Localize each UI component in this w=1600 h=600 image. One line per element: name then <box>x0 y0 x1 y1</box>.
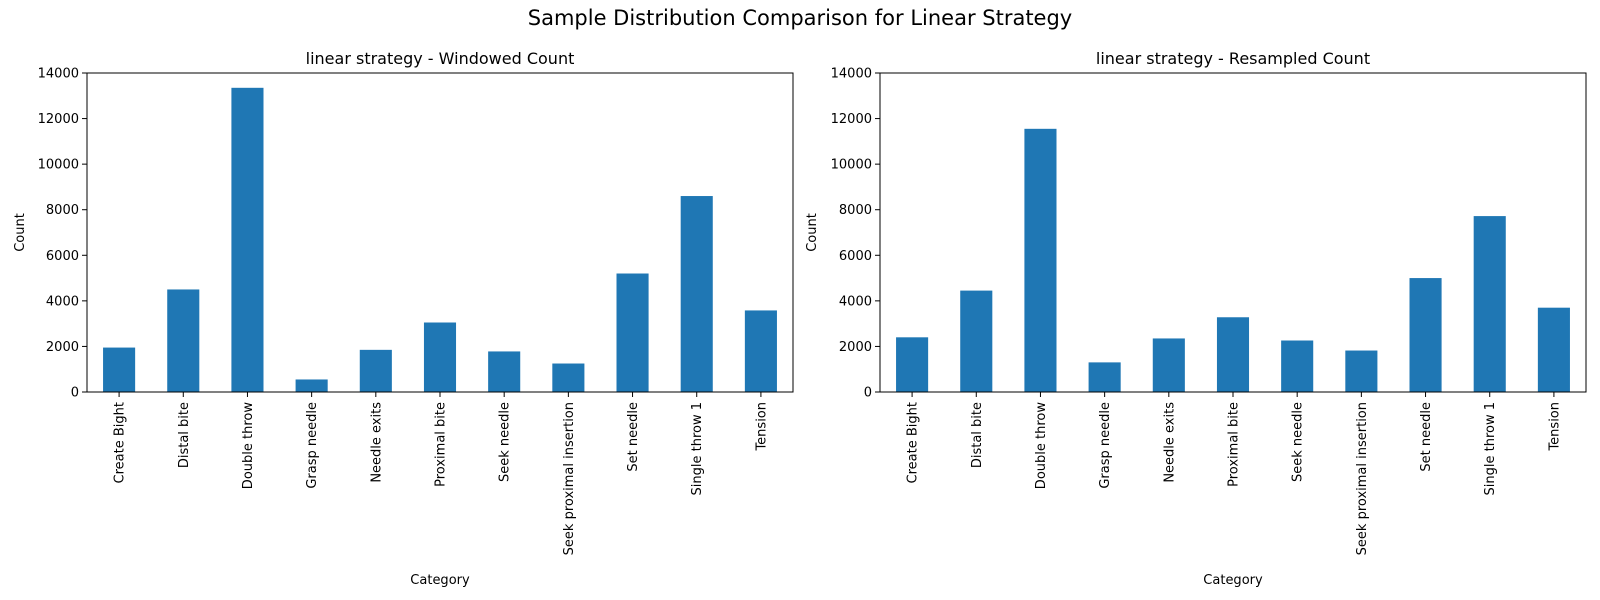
x-tick-label: Set needle <box>626 402 641 472</box>
bar <box>680 196 713 392</box>
bar <box>1216 317 1250 392</box>
chart-panel-1: 0 2000 4000 6000 8000 10000 12000 14000 Create B… <box>13 49 794 588</box>
x-tick-label: Seek proximal insertion <box>1355 402 1370 555</box>
y-axis-label: Count <box>13 213 28 252</box>
bar <box>423 322 457 392</box>
y-tick-label: 0 <box>864 386 872 401</box>
bar <box>103 347 136 392</box>
x-tick-label: Double throw <box>241 402 256 490</box>
y-tick-label: 14000 <box>38 67 79 82</box>
chart-title: linear strategy - Resampled Count <box>1096 49 1370 68</box>
y-tick-label: 8000 <box>46 203 79 218</box>
x-tick-label: Create Bight <box>906 402 921 483</box>
bar <box>896 337 929 392</box>
bar <box>1473 216 1506 392</box>
x-tick-label: Single throw 1 <box>690 402 705 495</box>
bar <box>960 290 993 392</box>
x-tick-label: Seek needle <box>498 402 513 482</box>
bar <box>1281 340 1314 392</box>
x-tick-label: Proximal bite <box>434 402 449 487</box>
x-tick-label: Distal bite <box>970 402 985 468</box>
bar <box>1409 278 1442 392</box>
y-tick-label: 2000 <box>46 340 79 355</box>
x-tick-label: Needle exits <box>369 402 384 483</box>
bar <box>359 349 392 392</box>
y-tick-label: 6000 <box>839 249 872 264</box>
bar <box>616 273 649 392</box>
bar <box>744 310 777 392</box>
x-tick-label: Needle exits <box>1162 402 1177 483</box>
bar <box>295 379 328 392</box>
y-tick-label: 0 <box>71 386 79 401</box>
chart-panel-2: 0 2000 4000 6000 8000 10000 12000 14000 Create B… <box>805 49 1587 588</box>
y-tick-label: 4000 <box>46 294 79 309</box>
bar <box>1537 307 1570 392</box>
y-tick-label: 10000 <box>38 158 79 173</box>
bar <box>1152 338 1185 392</box>
bar <box>1345 350 1378 392</box>
x-tick-label: Single throw 1 <box>1483 402 1498 495</box>
bar <box>167 289 200 392</box>
x-axis-label: Category <box>1203 573 1263 588</box>
y-tick-label: 2000 <box>839 340 872 355</box>
bar <box>1024 128 1057 392</box>
y-tick-label: 12000 <box>831 112 872 127</box>
x-tick-label: Double throw <box>1034 402 1049 490</box>
x-tick-label: Tension <box>1547 402 1562 452</box>
figure-title: Sample Distribution Comparison for Linea… <box>527 6 1073 30</box>
y-tick-label: 12000 <box>38 112 79 127</box>
x-tick-label: Seek needle <box>1291 402 1306 482</box>
bar <box>231 87 264 392</box>
x-tick-label: Distal bite <box>177 402 192 468</box>
y-tick-label: 10000 <box>831 158 872 173</box>
bar <box>552 363 585 392</box>
x-tick-label: Grasp needle <box>305 402 320 489</box>
chart-title: linear strategy - Windowed Count <box>306 49 575 68</box>
y-tick-label: 6000 <box>46 249 79 264</box>
x-tick-label: Grasp needle <box>1098 402 1113 489</box>
y-tick-label: 4000 <box>839 294 872 309</box>
x-tick-label: Create Bight <box>113 402 128 483</box>
x-tick-label: Seek proximal insertion <box>562 402 577 555</box>
y-tick-label: 8000 <box>839 203 872 218</box>
bar <box>488 351 521 392</box>
x-tick-label: Proximal bite <box>1227 402 1242 487</box>
bar <box>1088 362 1121 392</box>
x-tick-label: Tension <box>754 402 769 452</box>
x-axis-label: Category <box>410 573 470 588</box>
y-axis-label: Count <box>805 213 820 252</box>
y-tick-label: 14000 <box>831 67 872 82</box>
x-tick-label: Set needle <box>1419 402 1434 472</box>
